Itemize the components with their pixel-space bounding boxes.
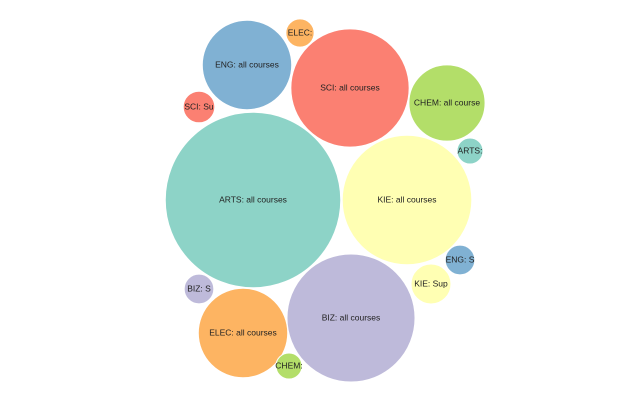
bubble	[285, 18, 315, 48]
bubble-label: KIE: Sup	[414, 278, 448, 288]
bubble-label: BIZ: all courses	[322, 312, 381, 322]
bubble-label: ELEC:	[288, 27, 313, 37]
bubble-label: ENG: all courses	[215, 59, 279, 69]
bubble	[197, 287, 289, 379]
bubble	[164, 111, 342, 289]
bubble	[286, 253, 416, 383]
bubble-label: KIE: all courses	[377, 194, 436, 204]
bubble	[201, 19, 293, 111]
bubble-label: CHEM:	[275, 360, 302, 370]
bubble	[410, 263, 452, 305]
bubble	[444, 244, 476, 276]
bubble-label: ARTS:	[458, 145, 483, 155]
bubble	[456, 137, 484, 165]
bubble	[183, 273, 215, 305]
bubble-label: SCI: all courses	[320, 82, 380, 92]
bubble-label: ENG: S	[446, 254, 475, 264]
bubble-label: BIZ: S	[187, 283, 211, 293]
bubble	[408, 64, 486, 142]
bubble	[290, 28, 410, 148]
bubble-label: CHEM: all course	[414, 97, 480, 107]
bubble	[275, 352, 303, 380]
bubble-label: ELEC: all courses	[209, 327, 277, 337]
bubble-label: SCI: Su	[184, 101, 214, 111]
bubble	[182, 90, 216, 124]
bubble	[341, 134, 473, 266]
bubble-label: ARTS: all courses	[219, 194, 287, 204]
